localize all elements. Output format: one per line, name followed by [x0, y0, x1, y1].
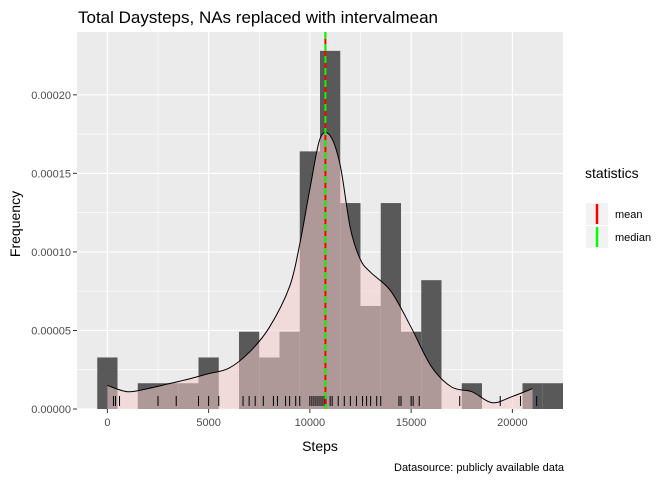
x-tick-label: 15000: [396, 417, 427, 429]
legend-label: mean: [615, 209, 643, 221]
density-area: [107, 132, 533, 409]
legend-title: statistics: [585, 165, 639, 181]
chart-title: Total Daysteps, NAs replaced with interv…: [78, 8, 438, 27]
y-axis: 0.00000 0.00005 0.00010 0.00015 0.00020: [31, 90, 77, 416]
x-axis: 0 5000 10000 15000 20000: [104, 409, 528, 429]
x-axis-title: Steps: [302, 438, 338, 454]
y-tick-label: 0.00010: [31, 247, 71, 259]
x-tick-label: 0: [104, 417, 110, 429]
y-tick-label: 0.00000: [31, 404, 71, 416]
x-tick-label: 5000: [196, 417, 220, 429]
x-tick-label: 20000: [497, 417, 528, 429]
y-tick-label: 0.00005: [31, 325, 71, 337]
histogram-bar: [542, 383, 563, 409]
y-tick-label: 0.00020: [31, 90, 71, 102]
legend-label: median: [615, 232, 651, 244]
y-tick-label: 0.00015: [31, 168, 71, 180]
y-axis-title: Frequency: [7, 191, 23, 257]
caption: Datasource: publicly available data: [394, 462, 565, 474]
legend: statistics mean median: [585, 165, 651, 248]
x-tick-label: 10000: [295, 417, 326, 429]
rug-marks: [112, 396, 538, 406]
